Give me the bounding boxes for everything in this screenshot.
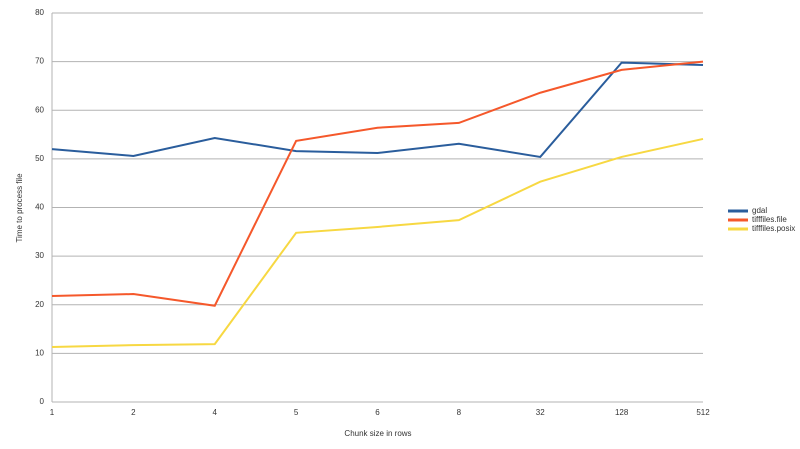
series-line <box>51 61 704 159</box>
y-tick-label: 60 <box>35 105 44 114</box>
x-tick-label: 4 <box>213 408 218 417</box>
y-tick-label: 40 <box>35 203 44 212</box>
x-tick-label: 32 <box>536 408 545 417</box>
series-line <box>51 137 704 349</box>
x-tick-label: 1 <box>50 408 55 417</box>
y-tick-label: 80 <box>35 8 44 17</box>
legend-label: gdal <box>752 206 767 215</box>
y-axis-title: Time to process file <box>15 173 24 243</box>
y-tick-label: 30 <box>35 251 44 260</box>
x-tick-label: 2 <box>131 408 136 417</box>
x-axis-title: Chunk size in rows <box>344 429 411 438</box>
y-tick-label: 20 <box>35 300 44 309</box>
series-line <box>51 60 704 307</box>
legend-label: tifffiles.posix <box>752 224 795 233</box>
y-tick-label: 70 <box>35 57 44 66</box>
x-tick-label: 512 <box>696 408 710 417</box>
x-tick-label: 8 <box>457 408 462 417</box>
x-tick-label: 128 <box>615 408 629 417</box>
legend-label: tifffiles.file <box>752 215 787 224</box>
y-tick-label: 50 <box>35 154 44 163</box>
y-tick-label: 10 <box>35 348 44 357</box>
y-tick-label: 0 <box>40 397 45 406</box>
x-tick-label: 5 <box>294 408 299 417</box>
x-tick-label: 6 <box>375 408 380 417</box>
